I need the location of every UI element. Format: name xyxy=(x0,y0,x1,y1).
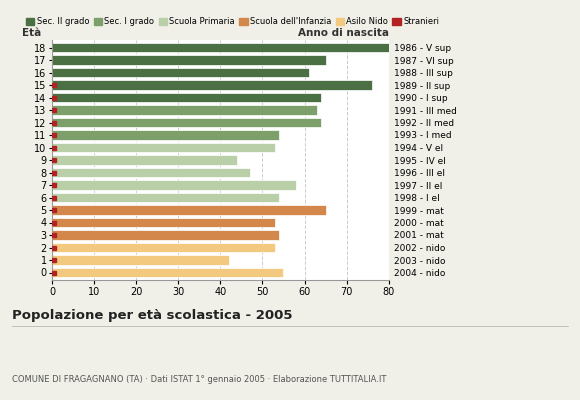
Bar xyxy=(52,55,325,65)
Bar xyxy=(52,80,372,90)
Bar xyxy=(52,268,284,277)
Bar xyxy=(52,205,325,215)
Bar xyxy=(52,143,275,152)
Bar xyxy=(52,68,309,77)
Bar xyxy=(52,43,389,52)
Text: Età: Età xyxy=(22,28,41,38)
Bar xyxy=(52,255,229,265)
Bar xyxy=(52,155,237,165)
Bar xyxy=(52,105,317,115)
Bar xyxy=(52,180,296,190)
Text: Popolazione per età scolastica - 2005: Popolazione per età scolastica - 2005 xyxy=(12,309,292,322)
Bar xyxy=(52,93,321,102)
Bar xyxy=(52,193,280,202)
Legend: Sec. II grado, Sec. I grado, Scuola Primaria, Scuola dell'Infanzia, Asilo Nido, : Sec. II grado, Sec. I grado, Scuola Prim… xyxy=(26,17,439,26)
Bar xyxy=(52,243,275,252)
Text: COMUNE DI FRAGAGNANO (TA) · Dati ISTAT 1° gennaio 2005 · Elaborazione TUTTITALIA: COMUNE DI FRAGAGNANO (TA) · Dati ISTAT 1… xyxy=(12,375,386,384)
Bar xyxy=(52,218,275,227)
Bar xyxy=(52,230,280,240)
Bar xyxy=(52,168,250,177)
Bar xyxy=(52,130,280,140)
Text: Anno di nascita: Anno di nascita xyxy=(298,28,389,38)
Bar xyxy=(52,118,321,127)
